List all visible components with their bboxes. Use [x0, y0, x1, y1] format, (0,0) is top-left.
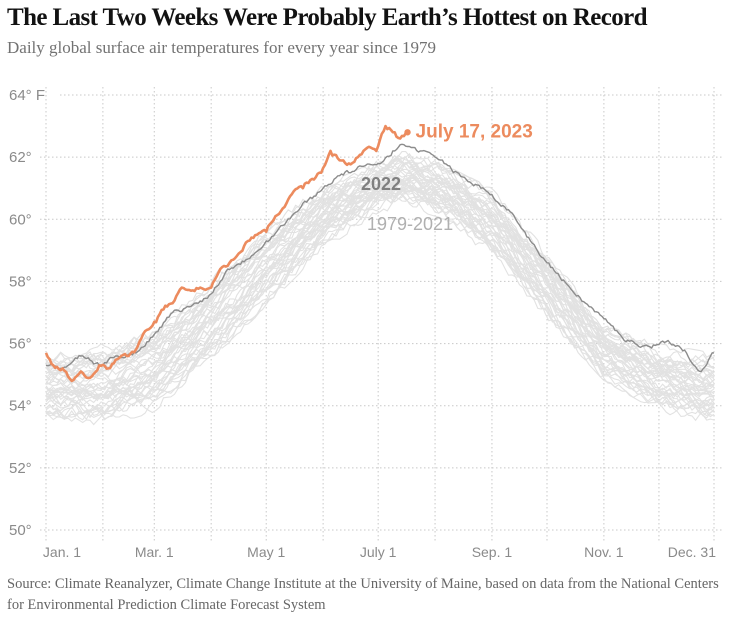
- source-note: Source: Climate Reanalyzer, Climate Chan…: [7, 576, 719, 613]
- historical-year-line: [45, 179, 715, 401]
- series-2023: [44, 124, 411, 383]
- historical-year-line: [45, 155, 715, 377]
- series-2022: [45, 143, 715, 373]
- historical-year-line: [45, 189, 715, 416]
- historical-year-line: [45, 160, 715, 370]
- x-tick-label: July 1: [360, 544, 397, 560]
- x-tick-label: Mar. 1: [135, 544, 174, 560]
- y-tick-label: 60°: [9, 211, 32, 228]
- y-tick-label: 56°: [9, 336, 32, 353]
- x-tick-label: May 1: [247, 544, 285, 560]
- annotation-july-17-2023: July 17, 2023: [416, 121, 533, 142]
- historical-year-line: [45, 167, 715, 377]
- x-tick-label: Jan. 1: [43, 544, 81, 560]
- y-tick-label: 58°: [9, 273, 32, 290]
- x-tick-label: Nov. 1: [584, 544, 624, 560]
- x-axis-labels: Jan. 1 Mar. 1 May 1 July 1 Sep. 1 Nov. 1 Dec. …: [43, 544, 716, 560]
- x-tick-label: Dec. 31: [668, 544, 716, 560]
- line-chart: 50° 52° 54° 56° 58° 60° 62° 64° F Jan. 1 Mar. 1 M…: [9, 87, 722, 560]
- historical-year-line: [45, 154, 715, 372]
- grid-lines: [40, 87, 722, 542]
- historical-year-line: [45, 154, 715, 370]
- annotation-2022: 2022: [361, 174, 401, 194]
- x-tick-label: Sep. 1: [472, 544, 513, 560]
- y-tick-label: 50°: [9, 522, 32, 539]
- historical-lines: [45, 150, 715, 426]
- chart-subtitle: Daily global surface air temperatures fo…: [7, 38, 437, 57]
- y-tick-label: 52°: [9, 460, 32, 477]
- end-point-2023: [404, 129, 411, 136]
- y-axis-labels: 50° 52° 54° 56° 58° 60° 62° 64° F: [9, 87, 45, 539]
- y-tick-label: 64° F: [9, 87, 45, 104]
- historical-year-line: [45, 178, 715, 409]
- y-tick-label: 62°: [9, 149, 32, 166]
- annotations: July 17, 2023 2022 1979-2021: [361, 121, 533, 234]
- historical-year-line: [45, 162, 715, 385]
- annotation-1979-2021: 1979-2021: [367, 214, 453, 234]
- line-2022: [45, 143, 715, 373]
- historical-year-line: [45, 157, 715, 383]
- chart-title: The Last Two Weeks Were Probably Earth’s…: [7, 4, 648, 31]
- line-2023: [44, 124, 409, 383]
- y-tick-label: 54°: [9, 398, 32, 415]
- historical-year-line: [45, 177, 715, 389]
